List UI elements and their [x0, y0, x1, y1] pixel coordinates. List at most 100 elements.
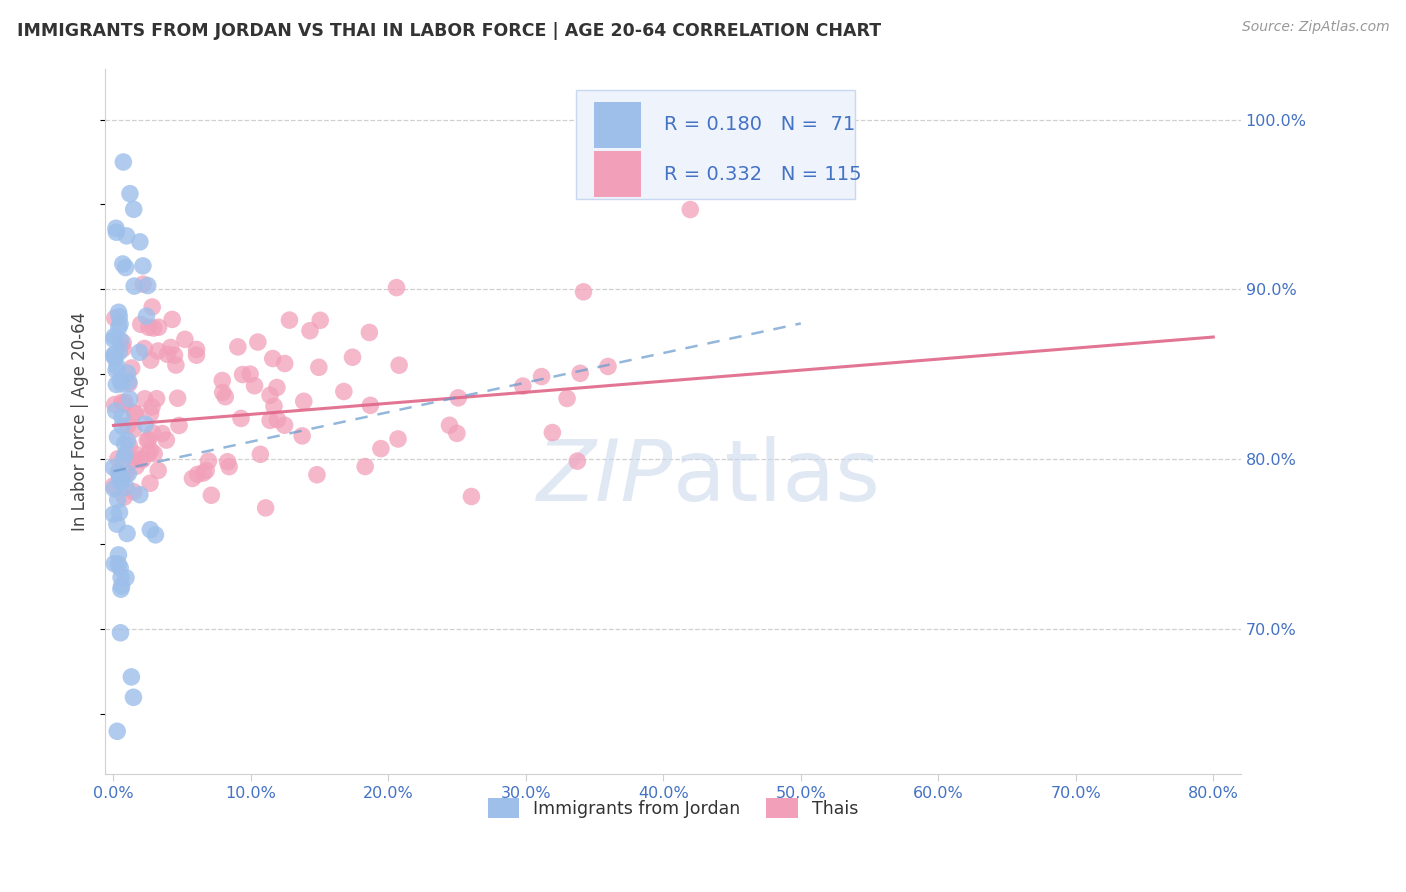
Point	[107, 465, 129, 479]
Point	[115, 480, 138, 494]
Point	[292, 394, 315, 409]
Point	[155, 433, 177, 447]
Point	[218, 459, 240, 474]
Point	[111, 257, 134, 271]
Point	[439, 418, 461, 433]
Point	[167, 418, 190, 433]
Point	[308, 360, 330, 375]
Point	[138, 320, 160, 334]
Point	[447, 391, 470, 405]
Point	[111, 410, 134, 425]
Point	[107, 430, 129, 444]
Point	[107, 548, 129, 562]
Text: R = 0.332   N = 115: R = 0.332 N = 115	[664, 165, 862, 184]
Point	[512, 379, 534, 393]
Point	[124, 406, 146, 420]
Point	[596, 359, 619, 374]
Point	[111, 470, 134, 484]
Point	[145, 528, 167, 542]
Point	[259, 413, 281, 427]
Point	[134, 392, 156, 406]
Point	[136, 434, 159, 448]
Point	[129, 318, 152, 332]
Point	[118, 375, 141, 389]
Point	[146, 343, 169, 358]
Point	[195, 464, 218, 478]
Point	[110, 475, 132, 489]
FancyBboxPatch shape	[576, 90, 855, 199]
Point	[217, 455, 239, 469]
Point	[107, 451, 129, 466]
Point	[166, 391, 188, 405]
Point	[110, 561, 132, 575]
Point	[387, 432, 409, 446]
Point	[114, 395, 136, 409]
Point	[121, 361, 143, 376]
Point	[139, 353, 162, 368]
Point	[112, 335, 135, 350]
Point	[141, 300, 163, 314]
Point	[107, 466, 129, 480]
Point	[273, 357, 295, 371]
Point	[118, 439, 141, 453]
Point	[291, 429, 314, 443]
Point	[266, 412, 288, 426]
Point	[115, 526, 138, 541]
Point	[160, 312, 183, 326]
Point	[118, 186, 141, 201]
Point	[460, 490, 482, 504]
Point	[108, 345, 131, 359]
Point	[243, 378, 266, 392]
Point	[111, 376, 134, 391]
Legend: Immigrants from Jordan, Thais: Immigrants from Jordan, Thais	[481, 791, 865, 825]
Point	[103, 347, 125, 361]
Point	[107, 320, 129, 334]
Point	[246, 334, 269, 349]
Point	[122, 422, 145, 436]
Point	[193, 466, 215, 480]
Point	[103, 460, 125, 475]
Point	[214, 390, 236, 404]
Point	[131, 452, 153, 467]
Point	[197, 454, 219, 468]
Point	[105, 517, 128, 532]
Point	[128, 235, 150, 249]
Point	[117, 434, 139, 448]
Point	[103, 508, 125, 522]
Point	[124, 406, 146, 420]
Point	[148, 463, 170, 477]
Point	[122, 202, 145, 217]
Point	[105, 377, 128, 392]
Point	[263, 399, 285, 413]
Point	[262, 351, 284, 366]
Point	[112, 490, 135, 504]
Point	[125, 448, 148, 462]
Point	[145, 392, 167, 406]
Point	[446, 426, 468, 441]
Point	[139, 476, 162, 491]
Point	[138, 433, 160, 447]
Point	[122, 279, 145, 293]
Point	[128, 488, 150, 502]
Point	[156, 347, 179, 361]
Point	[388, 358, 411, 372]
Point	[110, 470, 132, 484]
Point	[105, 363, 128, 377]
Point	[122, 690, 145, 705]
Text: atlas: atlas	[673, 436, 882, 519]
Point	[111, 395, 134, 409]
Point	[181, 471, 204, 485]
Point	[143, 447, 166, 461]
Point	[333, 384, 356, 399]
Point	[186, 348, 208, 362]
Point	[273, 418, 295, 433]
Point	[125, 459, 148, 474]
Point	[138, 446, 160, 460]
Point	[108, 474, 131, 488]
Point	[115, 467, 138, 481]
Point	[104, 221, 127, 235]
Point	[112, 155, 135, 169]
Point	[107, 305, 129, 319]
Point	[200, 488, 222, 502]
Point	[530, 369, 553, 384]
